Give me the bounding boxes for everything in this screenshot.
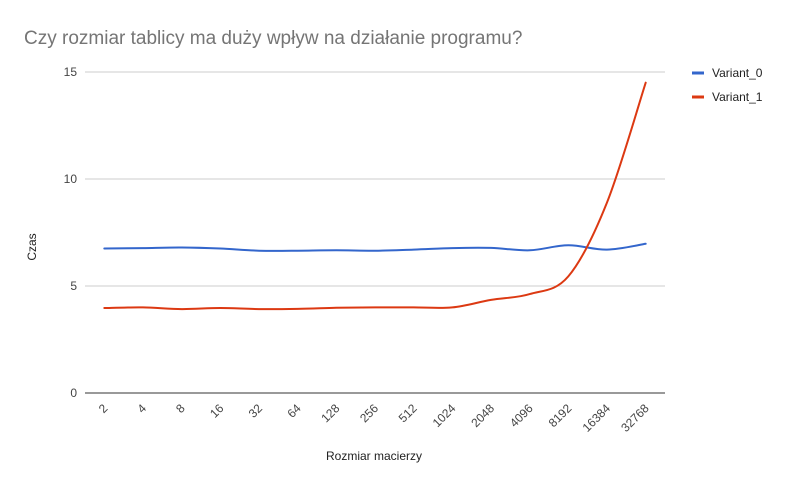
x-tick-label: 32768: [618, 401, 652, 435]
legend-item-label: Variant_1: [712, 90, 763, 104]
y-axis-label: Czas: [25, 233, 39, 260]
x-tick-label: 1024: [430, 401, 459, 430]
x-tick-label: 4: [134, 401, 149, 416]
x-tick-label: 2: [96, 401, 111, 416]
y-tick-label: 0: [70, 386, 77, 400]
legend-item-label: Variant_0: [712, 66, 763, 80]
x-tick-label: 16: [207, 401, 227, 421]
x-tick-label: 32: [246, 401, 266, 421]
y-tick-label: 10: [64, 172, 78, 186]
x-axis-ticks: 2 4 8 16 32 64 128 256 512 1024 2048 4096 8192 16384 3…: [96, 401, 652, 435]
x-tick-label: 64: [284, 401, 304, 421]
gridlines: [85, 71, 665, 287]
series-line-variant-1: [103, 81, 647, 311]
y-axis-ticks: 0 5 10 15: [64, 65, 78, 400]
x-tick-label: 4096: [507, 401, 536, 430]
x-tick-label: 512: [396, 401, 420, 425]
x-tick-label: 8: [173, 401, 188, 416]
series-line-variant-0: [103, 242, 647, 252]
chart-title: Czy rozmiar tablicy ma duży wpływ na dzi…: [24, 28, 522, 49]
x-axis-label: Rozmiar macierzy: [326, 449, 422, 463]
x-tick-label: 8192: [546, 401, 575, 430]
x-tick-label: 256: [357, 401, 381, 425]
y-tick-label: 15: [64, 65, 78, 79]
series-lines: [103, 81, 647, 311]
x-tick-label: 16384: [580, 401, 614, 435]
x-tick-label: 128: [318, 401, 342, 425]
y-tick-label: 5: [70, 279, 77, 293]
legend: Variant_0 Variant_1: [692, 66, 763, 104]
x-tick-label: 2048: [468, 401, 497, 430]
